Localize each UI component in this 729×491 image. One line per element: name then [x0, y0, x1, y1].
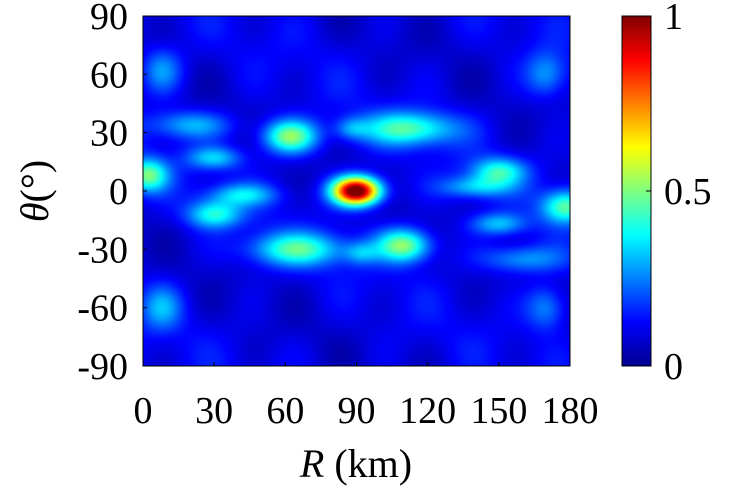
x-tick-label: 60 [266, 390, 304, 432]
x-tick-label: 150 [470, 390, 527, 432]
heatmap-image [143, 16, 570, 366]
y-tick-label: 0 [109, 171, 128, 213]
colorbar-ticks: 00.51 [646, 0, 712, 388]
x-tick-label: 180 [542, 390, 599, 432]
x-axis-ticks: 0 30 60 90 120 150 180 [134, 362, 599, 432]
x-tick-label: 0 [134, 390, 153, 432]
y-tick-label: 90 [90, 0, 128, 38]
colorbar-tick-label: 0 [664, 346, 683, 388]
x-tick-label: 90 [338, 390, 376, 432]
colorbar-tick-label: 0.5 [664, 171, 712, 213]
x-tick-label: 120 [399, 390, 456, 432]
colorbar-tick-label: 1 [664, 0, 683, 38]
y-axis-label: θ(°) [12, 160, 57, 222]
y-tick-label: 60 [90, 54, 128, 96]
y-axis-ticks: 90 60 30 0 -30 -60 -90 [77, 0, 147, 388]
y-tick-label: -60 [77, 288, 128, 330]
y-tick-label: 30 [90, 113, 128, 155]
x-axis-label: R (km) [299, 441, 412, 486]
y-tick-label: -90 [77, 346, 128, 388]
y-tick-label: -30 [77, 229, 128, 271]
x-tick-label: 30 [195, 390, 233, 432]
